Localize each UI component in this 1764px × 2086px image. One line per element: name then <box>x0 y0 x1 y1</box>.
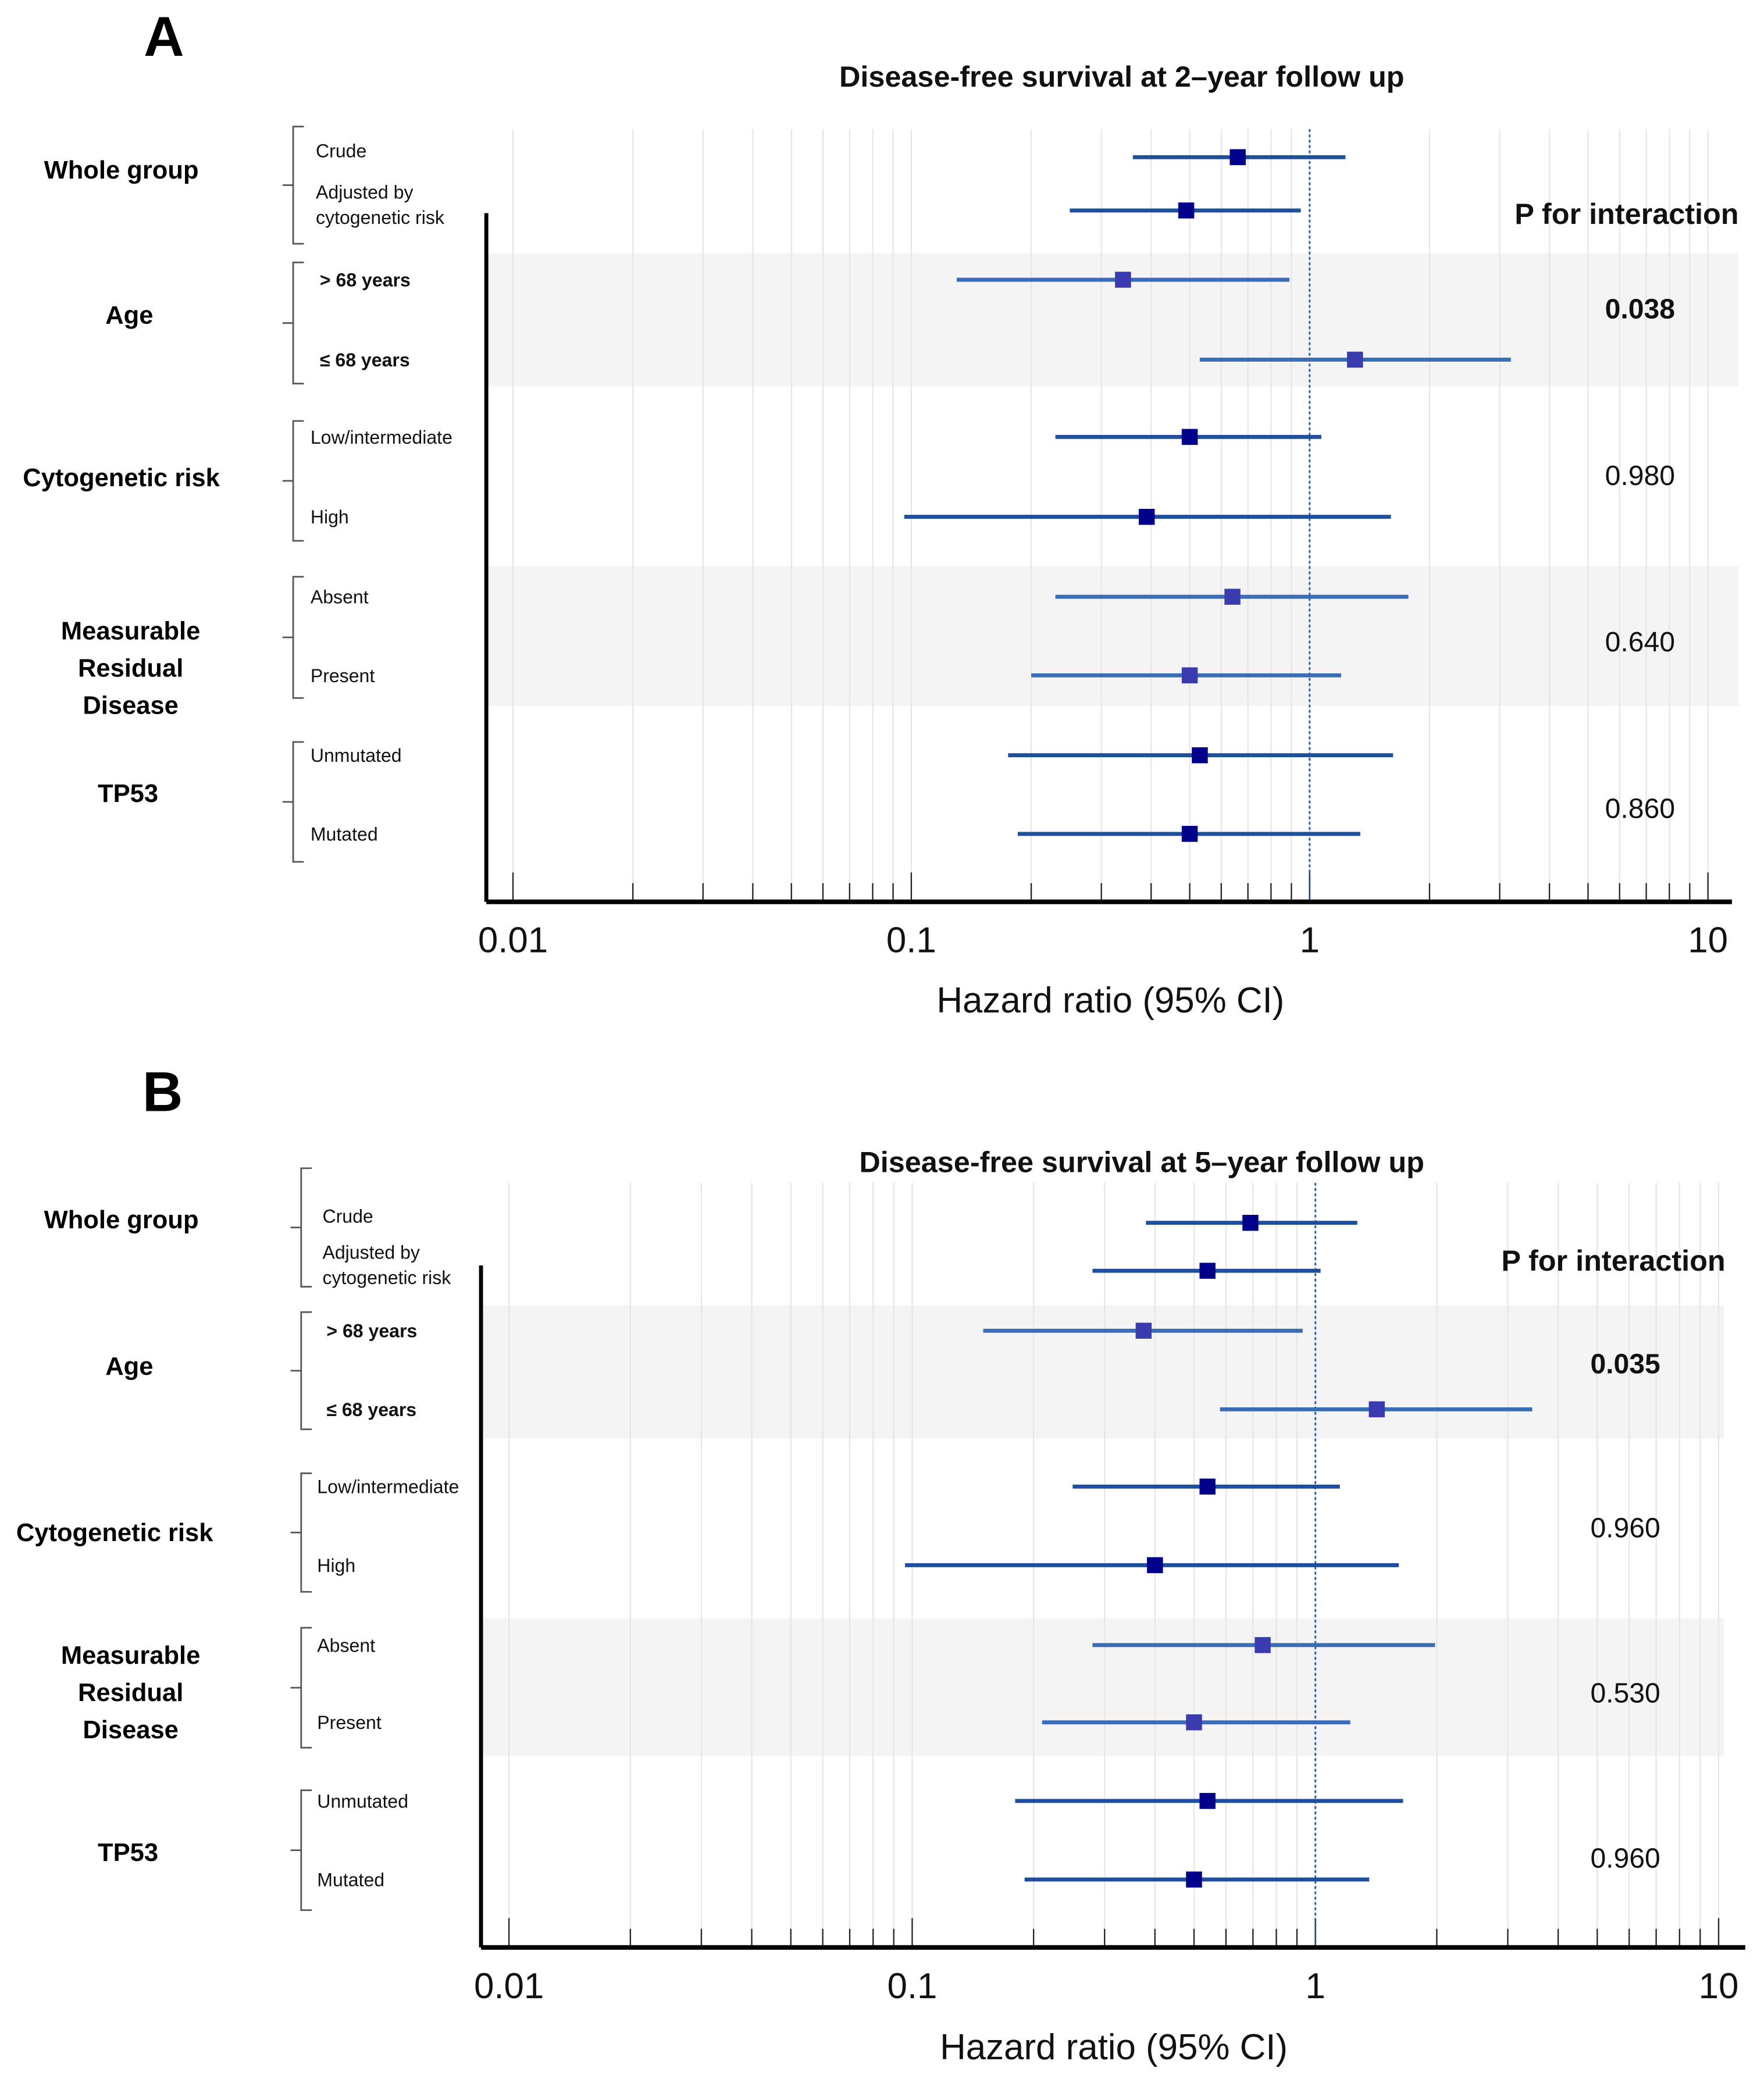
subgroup-label: Adjusted by <box>316 181 413 202</box>
group-bracket <box>282 576 304 699</box>
subgroup-label: Present <box>311 665 375 686</box>
p-value: 0.530 <box>1590 1677 1660 1709</box>
subgroup-label: Mutated <box>317 1869 384 1890</box>
chart-title: Disease-free survival at 2–year follow u… <box>839 60 1405 93</box>
hr-point <box>1181 429 1198 445</box>
x-axis-label: Hazard ratio (95% CI) <box>940 2027 1288 2067</box>
subgroup-label: Absent <box>311 587 369 608</box>
panel-B: B Disease-free survival at 5–year follow … <box>16 1061 1745 2067</box>
p-value: 0.960 <box>1590 1512 1660 1543</box>
group-bracket <box>290 1789 312 1912</box>
subgroup-label: Present <box>317 1712 382 1733</box>
p-value: 0.860 <box>1605 793 1675 824</box>
x-tick-label: 0.01 <box>478 921 548 961</box>
x-axis-label: Hazard ratio (95% CI) <box>936 980 1284 1021</box>
p-interaction-header: P for interaction <box>1501 1244 1725 1277</box>
hr-point <box>1138 508 1155 525</box>
hr-point <box>1181 826 1198 842</box>
group-bracket <box>290 1627 312 1749</box>
x-tick-label: 10 <box>1699 1966 1739 2006</box>
shaded-band <box>486 566 1739 706</box>
group-label: Cytogenetic risk <box>16 1519 213 1547</box>
group-label: Cytogenetic risk <box>23 464 220 492</box>
group-label: Age <box>105 302 153 330</box>
shaded-band <box>486 253 1739 387</box>
subgroup-label: ≤ 68 years <box>320 350 410 370</box>
group-label: Disease <box>83 692 179 720</box>
subgroup-label: Unmutated <box>317 1791 408 1812</box>
group-label: TP53 <box>98 780 158 808</box>
subgroup-label: Low/intermediate <box>317 1477 459 1497</box>
subgroup-label: cytogenetic risk <box>322 1267 451 1288</box>
panel-letter: B <box>142 1061 183 1123</box>
x-tick-label: 1 <box>1300 921 1320 961</box>
subgroup-label: ≤ 68 years <box>326 1399 416 1420</box>
hr-point <box>1186 1714 1202 1731</box>
hr-point <box>1199 1478 1216 1495</box>
group-bracket <box>290 1311 312 1431</box>
subgroup-label: Unmutated <box>311 745 402 766</box>
p-value: 0.980 <box>1605 460 1675 491</box>
hr-point <box>1135 1322 1152 1339</box>
hr-point <box>1199 1793 1216 1809</box>
group-bracket <box>282 741 304 863</box>
chart-title: Disease-free survival at 5–year follow u… <box>859 1146 1424 1179</box>
group-bracket <box>282 420 304 542</box>
hr-point <box>1242 1214 1259 1231</box>
panel-A: A Disease-free survival at 2–year follow … <box>23 6 1738 1021</box>
hr-point <box>1369 1401 1385 1418</box>
x-tick-label: 10 <box>1688 921 1728 961</box>
hr-point <box>1230 149 1246 166</box>
subgroup-label: Crude <box>316 140 366 161</box>
group-label: Disease <box>83 1716 179 1744</box>
group-label: Residual <box>78 655 183 683</box>
hr-point <box>1115 272 1131 288</box>
group-bracket <box>290 1472 312 1593</box>
group-label: Age <box>105 1353 153 1381</box>
hr-point <box>1186 1871 1202 1888</box>
hr-point <box>1224 589 1241 605</box>
subgroup-label: > 68 years <box>320 269 411 290</box>
subgroup-label: Absent <box>317 1635 375 1656</box>
p-interaction-header: P for interaction <box>1514 197 1738 230</box>
subgroup-label: > 68 years <box>326 1321 417 1342</box>
panel-letter: A <box>144 6 184 68</box>
hr-point <box>1181 667 1198 684</box>
subgroup-label: High <box>311 507 349 527</box>
subgroup-label: Mutated <box>311 823 378 844</box>
x-tick-label: 0.01 <box>474 1966 544 2006</box>
group-label: Residual <box>78 1679 183 1707</box>
shaded-band <box>481 1305 1724 1439</box>
x-tick-label: 0.1 <box>887 1966 937 2006</box>
x-tick-label: 0.1 <box>886 921 936 961</box>
p-value: 0.640 <box>1605 626 1675 658</box>
subgroup-label: Low/intermediate <box>311 427 452 448</box>
p-value: 0.960 <box>1590 1842 1660 1874</box>
group-label: Measurable <box>61 617 200 645</box>
group-bracket <box>282 261 304 385</box>
subgroup-label: Adjusted by <box>322 1242 419 1263</box>
group-bracket <box>290 1167 312 1288</box>
group-label: Measurable <box>61 1642 200 1670</box>
p-value: 0.035 <box>1590 1349 1660 1380</box>
subgroup-label: Crude <box>322 1206 373 1227</box>
subgroup-label: cytogenetic risk <box>316 207 445 228</box>
hr-point <box>1199 1263 1216 1279</box>
group-label: Whole group <box>44 156 199 184</box>
group-label: TP53 <box>98 1839 158 1867</box>
subgroup-label: High <box>317 1555 355 1576</box>
hr-point <box>1178 202 1195 219</box>
group-label: Whole group <box>44 1206 199 1234</box>
hr-point <box>1192 747 1208 764</box>
hr-point <box>1347 351 1363 368</box>
p-value: 0.038 <box>1605 293 1675 325</box>
group-bracket <box>282 126 304 245</box>
x-tick-label: 1 <box>1305 1966 1325 2006</box>
hr-point <box>1147 1557 1163 1574</box>
hr-point <box>1255 1637 1271 1653</box>
shaded-band <box>481 1618 1724 1756</box>
